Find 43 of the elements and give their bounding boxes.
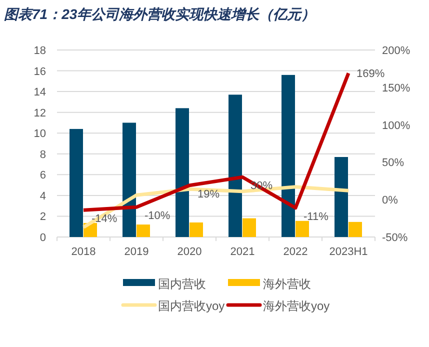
y-tick-label: 10 bbox=[34, 128, 46, 140]
bar bbox=[136, 224, 150, 237]
y2-tick-label: 100% bbox=[382, 120, 410, 132]
y2-tick-label: 50% bbox=[382, 157, 404, 170]
legend-label: 海外营收 bbox=[263, 277, 311, 291]
chart-title: 图表71：23年公司海外营收实现快速增长（亿元） bbox=[4, 6, 316, 22]
legend-label: 国内营收yoy bbox=[158, 299, 225, 313]
y2-tick-label: 150% bbox=[382, 82, 410, 94]
x-tick-label: 2020 bbox=[177, 246, 202, 258]
data-label: -11% bbox=[304, 210, 329, 223]
bar bbox=[348, 222, 362, 237]
bar bbox=[334, 157, 348, 237]
y-tick-label: 12 bbox=[34, 107, 46, 120]
data-label: -10% bbox=[144, 210, 170, 222]
y2-tick-label: 200% bbox=[382, 45, 410, 57]
bar bbox=[282, 74, 295, 237]
x-tick-label: 2021 bbox=[230, 246, 255, 258]
y2-tick-label: -50% bbox=[382, 232, 408, 244]
bar bbox=[70, 128, 83, 237]
y-tick-label: 6 bbox=[40, 170, 46, 182]
line-series bbox=[82, 71, 350, 212]
y-tick-label: 16 bbox=[34, 66, 46, 78]
data-label: 19% bbox=[198, 188, 220, 200]
bar bbox=[242, 218, 256, 237]
y-tick-label: 0 bbox=[40, 232, 46, 244]
y-tick-label: 4 bbox=[40, 190, 46, 202]
y-tick-label: 14 bbox=[34, 86, 46, 99]
x-tick-label: 2018 bbox=[71, 246, 96, 258]
data-label: 169% bbox=[356, 68, 385, 80]
y-tick-label: 8 bbox=[40, 148, 46, 161]
y-tick-label: 2 bbox=[40, 211, 46, 224]
bar bbox=[122, 122, 136, 237]
x-tick-label: 2023H1 bbox=[329, 246, 368, 258]
bar bbox=[176, 108, 189, 237]
legend-label: 国内营收 bbox=[158, 277, 206, 291]
y-tick-label: 18 bbox=[34, 45, 46, 57]
y2-tick-label: 0% bbox=[382, 194, 398, 207]
bar bbox=[190, 222, 203, 237]
bar bbox=[228, 94, 242, 237]
x-tick-label: 2022 bbox=[283, 246, 308, 258]
x-tick-label: 2019 bbox=[124, 246, 149, 258]
legend-label: 海外营收yoy bbox=[263, 299, 330, 313]
bar bbox=[296, 220, 309, 237]
